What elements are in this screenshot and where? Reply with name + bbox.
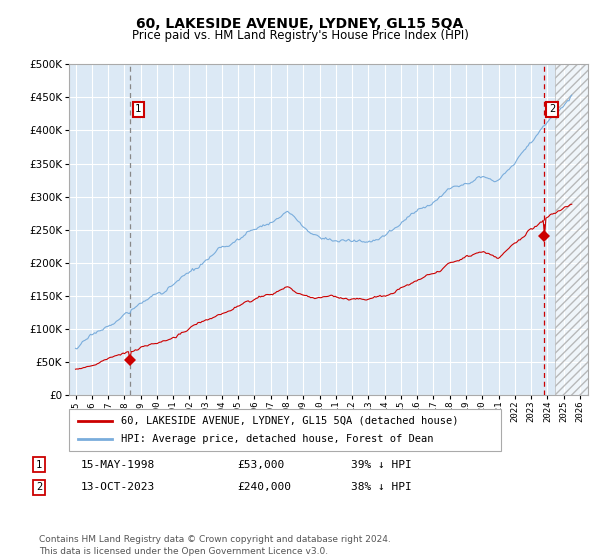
Text: 38% ↓ HPI: 38% ↓ HPI [351,482,412,492]
Text: £53,000: £53,000 [237,460,284,470]
Text: 1: 1 [36,460,42,470]
Text: 1: 1 [135,104,142,114]
Text: 60, LAKESIDE AVENUE, LYDNEY, GL15 5QA: 60, LAKESIDE AVENUE, LYDNEY, GL15 5QA [136,17,464,31]
FancyBboxPatch shape [69,409,501,451]
Text: £240,000: £240,000 [237,482,291,492]
Text: 39% ↓ HPI: 39% ↓ HPI [351,460,412,470]
Text: 15-MAY-1998: 15-MAY-1998 [81,460,155,470]
Text: 2: 2 [36,482,42,492]
Bar [556,64,588,395]
Text: 13-OCT-2023: 13-OCT-2023 [81,482,155,492]
Text: HPI: Average price, detached house, Forest of Dean: HPI: Average price, detached house, Fore… [121,434,433,444]
Bar [556,64,588,395]
Text: Price paid vs. HM Land Registry's House Price Index (HPI): Price paid vs. HM Land Registry's House … [131,29,469,42]
Text: 2: 2 [549,104,555,114]
Text: 60, LAKESIDE AVENUE, LYDNEY, GL15 5QA (detached house): 60, LAKESIDE AVENUE, LYDNEY, GL15 5QA (d… [121,416,458,426]
Text: Contains HM Land Registry data © Crown copyright and database right 2024.
This d: Contains HM Land Registry data © Crown c… [39,535,391,556]
